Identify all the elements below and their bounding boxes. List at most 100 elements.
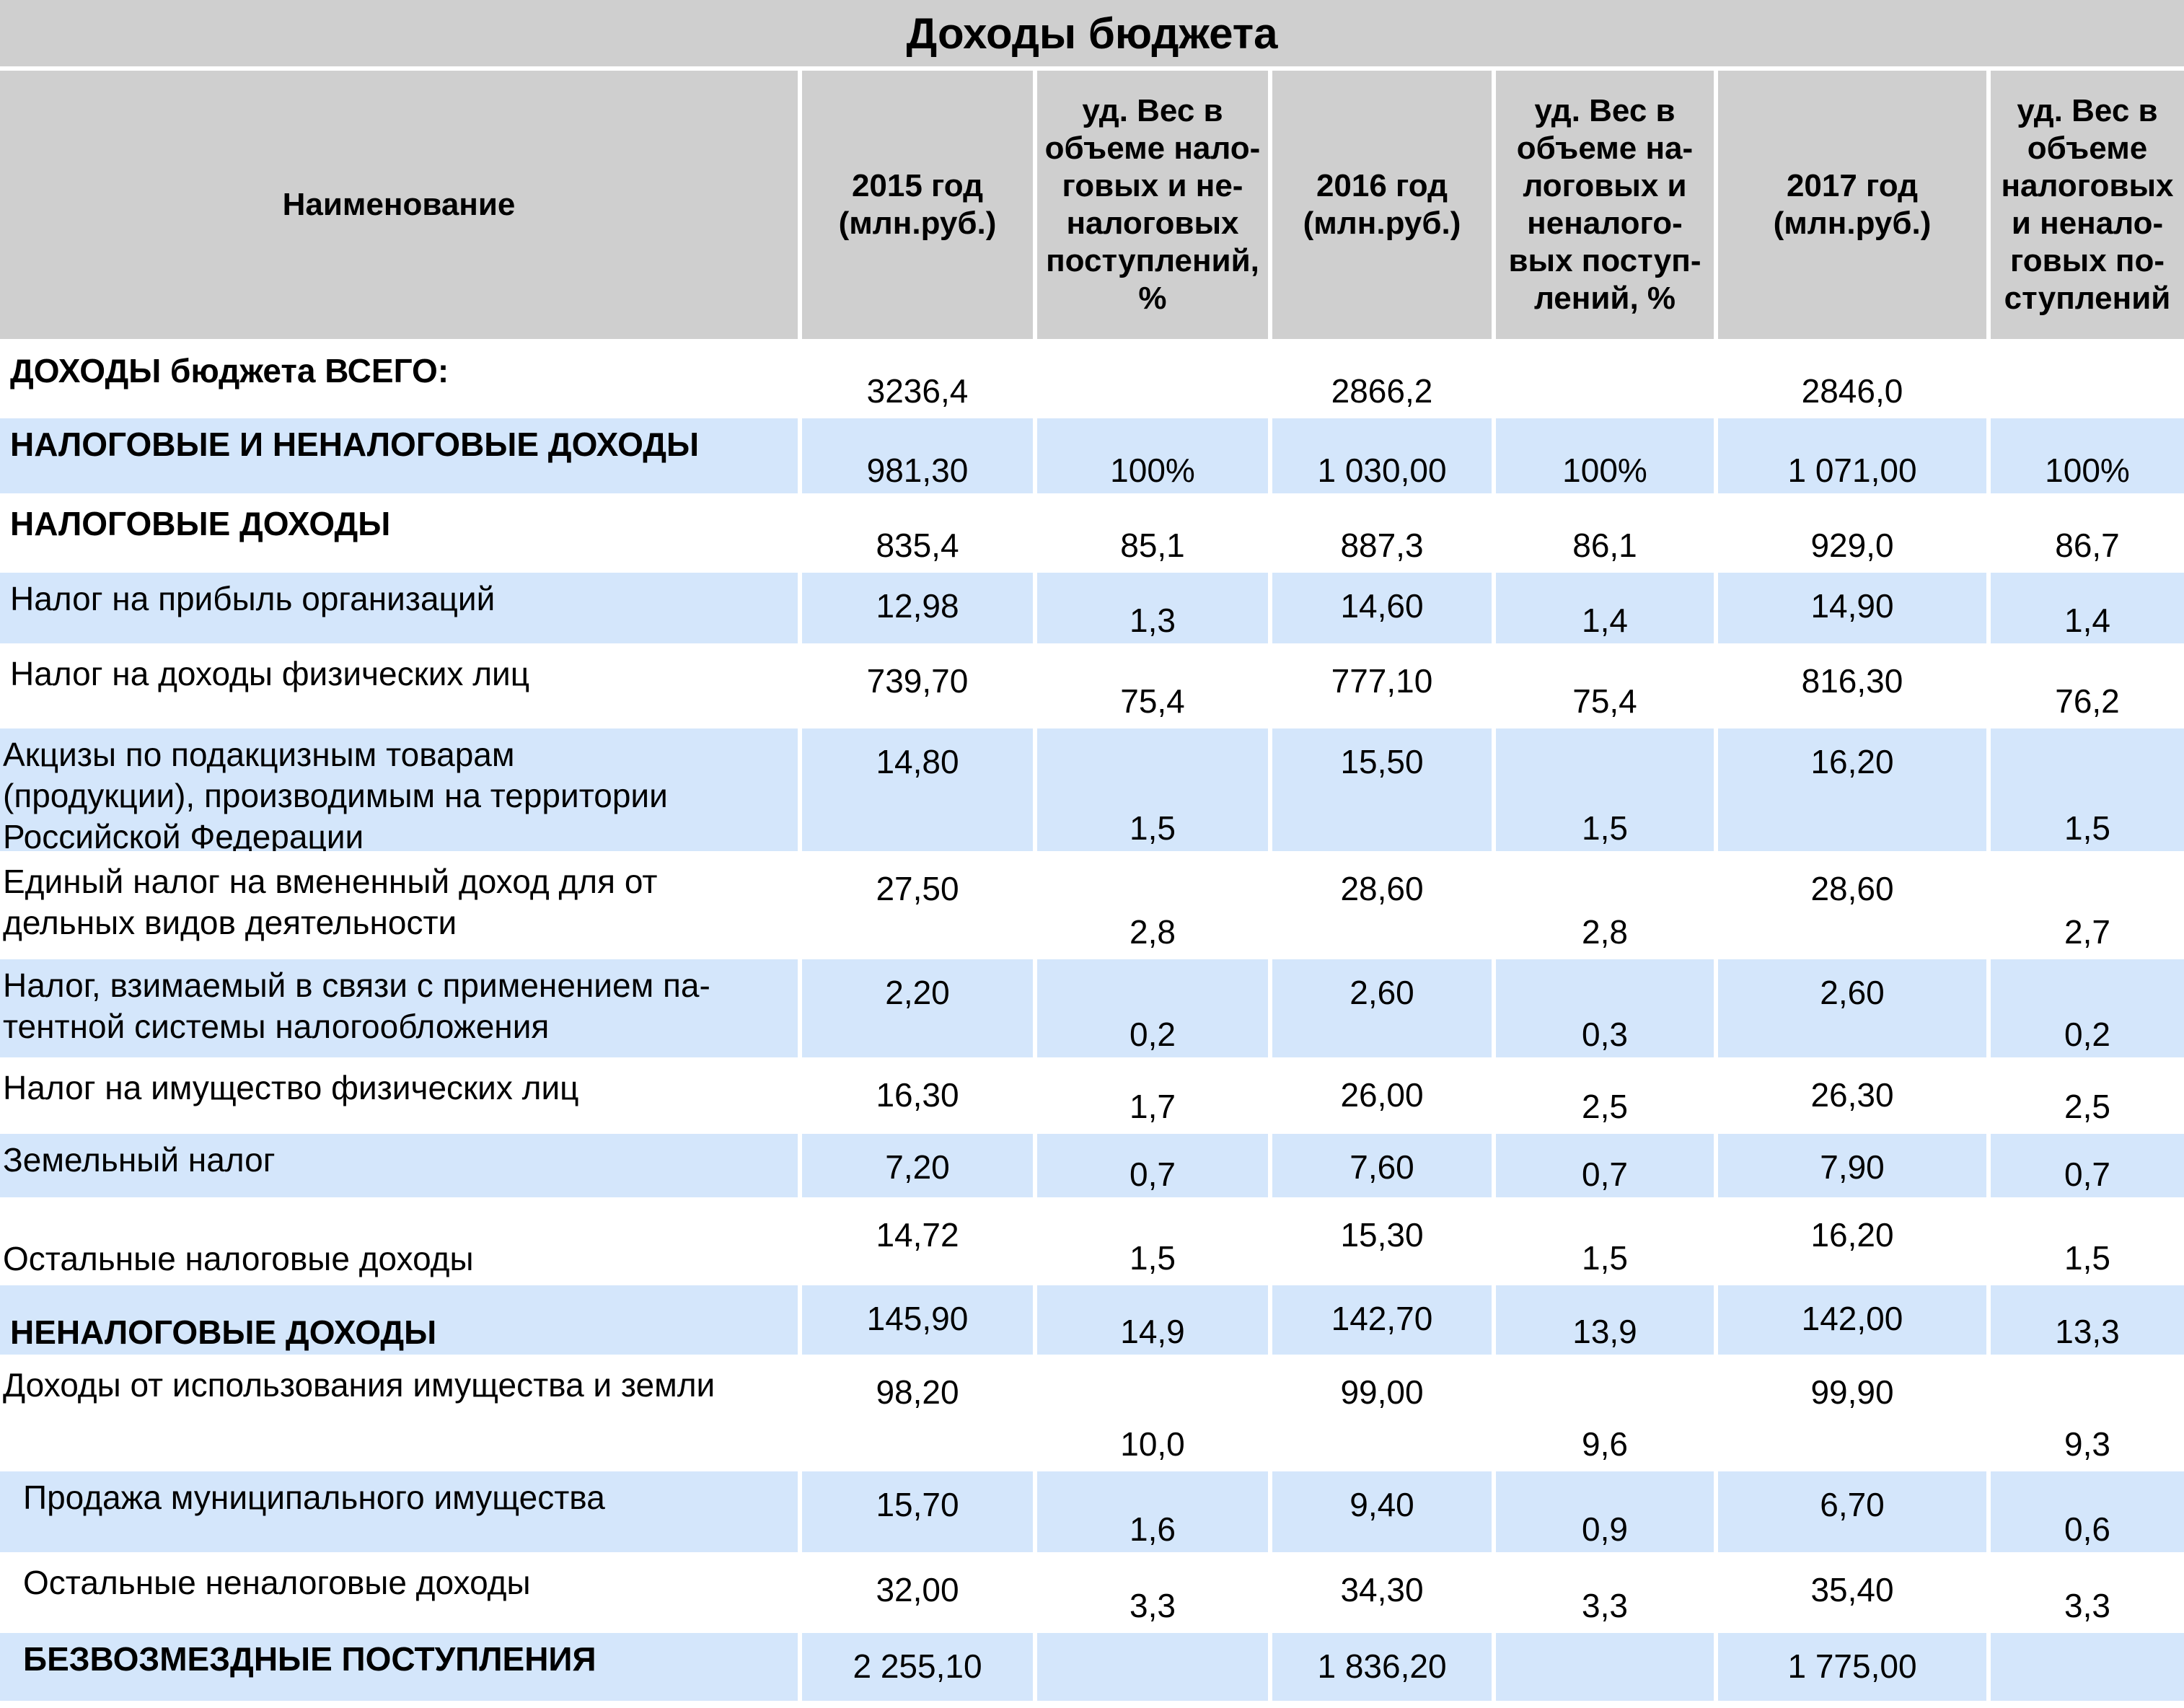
value-2017-cell: 16,20 xyxy=(1718,728,1986,851)
row-name: Налог, взимаемый в связи с применением п… xyxy=(0,959,798,1057)
value-2016-cell: 99,00 xyxy=(1272,1359,1492,1467)
table-row: НЕНАЛОГОВЫЕ ДОХОДЫ 145,90 14,9 142,70 13,9 14… xyxy=(0,1285,2184,1355)
share-2016: 13,9 xyxy=(1572,1313,1637,1350)
value-2016-cell: 2866,2 xyxy=(1272,345,1492,414)
row-name: Остальные неналоговые доходы xyxy=(0,1557,798,1629)
value-2015: 98,20 xyxy=(876,1373,959,1411)
value-2016-cell: 1 030,00 xyxy=(1272,418,1492,493)
value-2017-cell: 26,30 xyxy=(1718,1062,1986,1130)
share-2017: 100% xyxy=(2045,452,2130,489)
value-2016-cell: 26,00 xyxy=(1272,1062,1492,1130)
value-2015: 3236,4 xyxy=(866,372,969,410)
table-row: БЕЗВОЗМЕЗДНЫЕ ПОСТУПЛЕНИЯ 2 255,10 1 836,2… xyxy=(0,1633,2184,1701)
value-2017: 2846,0 xyxy=(1801,372,1903,410)
value-2016: 28,60 xyxy=(1340,870,1424,907)
share-2017-cell: 3,3 xyxy=(1991,1557,2184,1629)
share-2017: 9,3 xyxy=(2064,1425,2110,1463)
value-2016: 2,60 xyxy=(1349,974,1414,1011)
share-2016: 1,5 xyxy=(1582,1239,1628,1277)
value-2015-cell: 981,30 xyxy=(802,418,1033,493)
share-2016-cell: 1,5 xyxy=(1496,1202,1714,1281)
share-2016-cell: 0,7 xyxy=(1496,1134,1714,1197)
value-2015-cell: 27,50 xyxy=(802,855,1033,955)
share-2017-cell: 0,2 xyxy=(1991,959,2184,1057)
share-2015: 1,3 xyxy=(1130,602,1176,639)
value-2017: 16,20 xyxy=(1810,743,1894,780)
share-2016: 3,3 xyxy=(1582,1587,1628,1624)
table-row: Остальные неналоговые доходы 32,00 3,3 34,3… xyxy=(0,1557,2184,1629)
row-name: БЕЗВОЗМЕЗДНЫЕ ПОСТУПЛЕНИЯ xyxy=(0,1633,798,1701)
share-2016-cell: 75,4 xyxy=(1496,648,1714,724)
share-2016: 2,8 xyxy=(1582,913,1628,951)
value-2017: 99,90 xyxy=(1810,1373,1894,1411)
value-2015: 145,90 xyxy=(866,1300,969,1337)
row-name-text: Единый налог на вмененный доход для от д… xyxy=(3,863,658,941)
share-2017: 1,4 xyxy=(2064,602,2110,639)
header-2017: 2017 год (млн.руб.) xyxy=(1718,71,1986,339)
share-2015: 100% xyxy=(1110,452,1195,489)
share-2016-cell: 0,9 xyxy=(1496,1471,1714,1552)
share-2016-cell: 3,3 xyxy=(1496,1557,1714,1629)
value-2016-cell: 15,30 xyxy=(1272,1202,1492,1281)
value-2016: 7,60 xyxy=(1349,1148,1414,1186)
share-2016: 1,5 xyxy=(1582,809,1628,847)
table-row: Налог на имущество физических лиц 16,30 1,… xyxy=(0,1062,2184,1130)
value-2017-cell: 6,70 xyxy=(1718,1471,1986,1552)
share-2016: 100% xyxy=(1562,452,1647,489)
header-2015: 2015 год (млн.руб.) xyxy=(802,71,1033,339)
share-2015: 0,7 xyxy=(1130,1155,1176,1193)
value-2016-cell: 1 836,20 xyxy=(1272,1633,1492,1701)
header-name: Наименование xyxy=(0,71,798,339)
value-2016: 1 030,00 xyxy=(1317,452,1447,489)
row-name-text: Остальные неналоговые доходы xyxy=(23,1564,531,1601)
row-name-text: Акцизы по подакцизным товарам (продукции… xyxy=(3,736,668,851)
share-2016: 2,5 xyxy=(1582,1088,1628,1125)
share-2016: 0,7 xyxy=(1582,1155,1628,1193)
value-2016: 777,10 xyxy=(1331,662,1433,700)
value-2016: 99,00 xyxy=(1340,1373,1424,1411)
row-name-text: Доходы от использования имущества и земл… xyxy=(3,1366,715,1404)
share-2016: 1,4 xyxy=(1582,602,1628,639)
value-2016-cell: 887,3 xyxy=(1272,498,1492,568)
row-name-text: Земельный налог xyxy=(3,1141,276,1179)
value-2016-cell: 7,60 xyxy=(1272,1134,1492,1197)
value-2017-cell: 2,60 xyxy=(1718,959,1986,1057)
value-2016: 142,70 xyxy=(1331,1300,1433,1337)
share-2016: 75,4 xyxy=(1572,682,1637,720)
row-name: Доходы от использования имущества и земл… xyxy=(0,1359,798,1467)
row-name: Налог на доходы физических лиц xyxy=(0,648,798,724)
share-2017-cell: 2,5 xyxy=(1991,1062,2184,1130)
value-2015-cell: 2,20 xyxy=(802,959,1033,1057)
share-2015: 3,3 xyxy=(1130,1587,1176,1624)
value-2017: 142,00 xyxy=(1801,1300,1903,1337)
table-row: Земельный налог 7,20 0,7 7,60 0,7 7,90 0,7 xyxy=(0,1134,2184,1197)
value-2017: 28,60 xyxy=(1810,870,1894,907)
share-2017: 0,2 xyxy=(2064,1016,2110,1053)
value-2016-cell: 15,50 xyxy=(1272,728,1492,851)
share-2017-cell xyxy=(1991,345,2184,414)
share-2017: 1,5 xyxy=(2064,809,2110,847)
share-2016-cell: 1,4 xyxy=(1496,573,1714,643)
share-2017-cell: 76,2 xyxy=(1991,648,2184,724)
table-row: Доходы от использования имущества и земл… xyxy=(0,1359,2184,1467)
value-2015: 12,98 xyxy=(876,587,959,625)
row-name-text: Налог на имущество физических лиц xyxy=(3,1069,579,1106)
share-2015-cell: 1,5 xyxy=(1037,728,1268,851)
share-2015-cell xyxy=(1037,1633,1268,1701)
row-name: Налог на имущество физических лиц xyxy=(0,1062,798,1130)
value-2017: 816,30 xyxy=(1801,662,1903,700)
share-2017: 2,7 xyxy=(2064,913,2110,951)
value-2017: 1 071,00 xyxy=(1787,452,1917,489)
value-2015-cell: 145,90 xyxy=(802,1285,1033,1355)
row-name: Налог на прибыль организаций xyxy=(0,573,798,643)
value-2016: 14,60 xyxy=(1340,587,1424,625)
value-2017: 1 775,00 xyxy=(1787,1647,1917,1685)
share-2016-cell: 100% xyxy=(1496,418,1714,493)
value-2015: 7,20 xyxy=(885,1148,950,1186)
row-name: Земельный налог xyxy=(0,1134,798,1197)
share-2015-cell xyxy=(1037,345,1268,414)
share-2015: 1,5 xyxy=(1130,1239,1176,1277)
share-2017: 0,6 xyxy=(2064,1510,2110,1548)
share-2017-cell: 9,3 xyxy=(1991,1359,2184,1467)
value-2017-cell: 816,30 xyxy=(1718,648,1986,724)
